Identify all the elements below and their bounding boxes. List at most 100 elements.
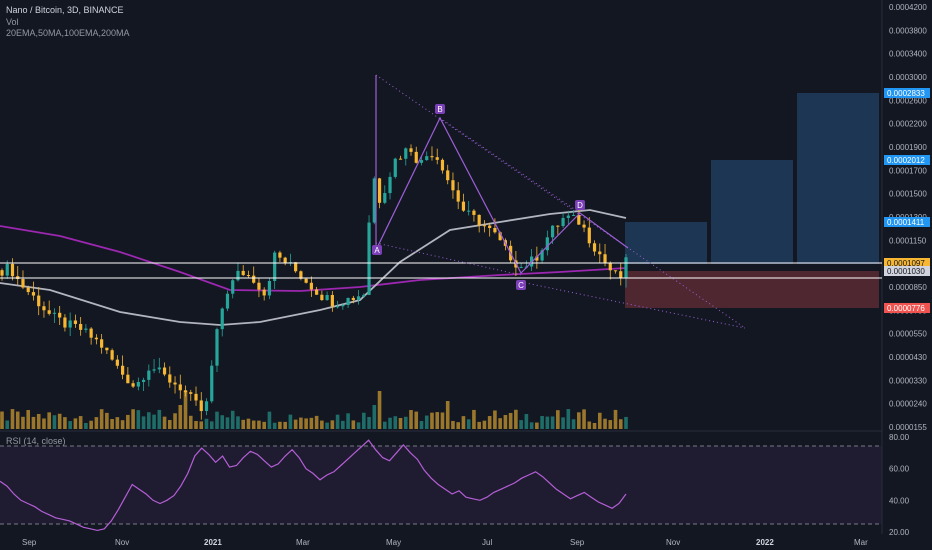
candle[interactable] — [425, 151, 429, 161]
candle[interactable] — [173, 376, 177, 394]
candle[interactable] — [414, 146, 418, 164]
candle[interactable] — [21, 270, 25, 290]
candle[interactable] — [383, 185, 387, 205]
candle[interactable] — [94, 334, 98, 345]
candle[interactable] — [372, 176, 376, 225]
candle[interactable] — [141, 377, 146, 392]
candle[interactable] — [315, 286, 319, 295]
candle[interactable] — [136, 377, 140, 391]
candle[interactable] — [519, 263, 523, 269]
candle[interactable] — [335, 300, 340, 309]
candle[interactable] — [556, 225, 560, 235]
candle[interactable] — [325, 291, 329, 301]
candle[interactable] — [309, 276, 313, 297]
symbol-legend[interactable]: Nano / Bitcoin, 3D, BINANCE — [6, 5, 124, 15]
candle[interactable] — [393, 157, 397, 179]
candle[interactable] — [257, 277, 261, 298]
candle[interactable] — [362, 293, 366, 298]
candle[interactable] — [31, 281, 36, 301]
ma-200-line[interactable] — [0, 225, 627, 292]
candle[interactable] — [540, 248, 544, 264]
candle[interactable] — [189, 389, 193, 401]
candle[interactable] — [409, 144, 413, 156]
candle[interactable] — [320, 290, 324, 301]
candle[interactable] — [283, 256, 287, 266]
candle[interactable] — [215, 327, 219, 373]
candle[interactable] — [110, 348, 114, 361]
candle[interactable] — [299, 270, 303, 281]
candle[interactable] — [252, 266, 256, 284]
candle[interactable] — [367, 215, 371, 296]
candle[interactable] — [10, 258, 15, 281]
candle[interactable] — [561, 212, 565, 228]
candle[interactable] — [571, 209, 576, 216]
candle[interactable] — [461, 193, 466, 212]
candle[interactable] — [278, 250, 282, 262]
candle[interactable] — [467, 200, 471, 216]
candle[interactable] — [613, 270, 618, 274]
candle[interactable] — [73, 314, 78, 328]
candle[interactable] — [63, 314, 67, 332]
candle[interactable] — [157, 357, 161, 374]
candle[interactable] — [42, 301, 46, 318]
candle[interactable] — [619, 263, 623, 286]
candle[interactable] — [121, 355, 125, 380]
candle[interactable] — [482, 220, 487, 233]
candle[interactable] — [456, 182, 460, 210]
candle[interactable] — [105, 347, 109, 355]
candle[interactable] — [566, 210, 570, 224]
candle[interactable] — [388, 172, 392, 200]
candle[interactable] — [152, 359, 156, 374]
candle[interactable] — [351, 295, 355, 304]
candle[interactable] — [472, 209, 476, 222]
candle[interactable] — [5, 260, 9, 280]
candle[interactable] — [26, 285, 30, 296]
candle[interactable] — [178, 374, 182, 399]
rsi-line[interactable] — [0, 439, 627, 532]
pattern-point-c[interactable]: C — [516, 280, 526, 290]
candle[interactable] — [341, 303, 345, 310]
candle[interactable] — [68, 312, 72, 337]
candle[interactable] — [377, 177, 382, 209]
candle[interactable] — [440, 158, 445, 174]
candle[interactable] — [419, 156, 424, 166]
candle[interactable] — [404, 147, 408, 166]
candle[interactable] — [131, 380, 135, 389]
candle[interactable] — [210, 360, 214, 404]
candle[interactable] — [115, 355, 119, 369]
ema-legend[interactable]: 20EMA,50MA,100EMA,200MA — [6, 28, 130, 38]
candle[interactable] — [304, 277, 308, 284]
candle[interactable] — [267, 277, 272, 300]
candle[interactable] — [356, 290, 361, 305]
candle[interactable] — [624, 254, 628, 288]
candle[interactable] — [199, 392, 203, 420]
candle[interactable] — [147, 364, 151, 387]
pattern-point-d[interactable]: D — [575, 200, 585, 210]
candle[interactable] — [398, 155, 403, 160]
pattern-point-b[interactable]: B — [435, 104, 445, 114]
candle[interactable] — [488, 222, 492, 237]
candle[interactable] — [47, 300, 51, 316]
candle[interactable] — [194, 386, 198, 406]
candle[interactable] — [58, 306, 62, 325]
candle[interactable] — [168, 366, 172, 388]
candle[interactable] — [592, 240, 597, 256]
candle[interactable] — [545, 230, 549, 256]
harmonic-pattern[interactable] — [375, 74, 746, 329]
candle[interactable] — [273, 250, 277, 289]
candle[interactable] — [477, 214, 481, 233]
candle[interactable] — [241, 265, 245, 277]
candle[interactable] — [52, 308, 57, 323]
candle[interactable] — [225, 290, 230, 312]
candle[interactable] — [246, 270, 251, 279]
candle[interactable] — [346, 297, 350, 308]
candle[interactable] — [262, 287, 266, 301]
candle[interactable] — [435, 148, 439, 165]
candle[interactable] — [608, 261, 612, 280]
candle[interactable] — [294, 262, 298, 273]
candle[interactable] — [220, 307, 224, 337]
ma-50-line[interactable] — [0, 209, 627, 326]
candle[interactable] — [493, 218, 497, 234]
candle[interactable] — [0, 268, 4, 281]
